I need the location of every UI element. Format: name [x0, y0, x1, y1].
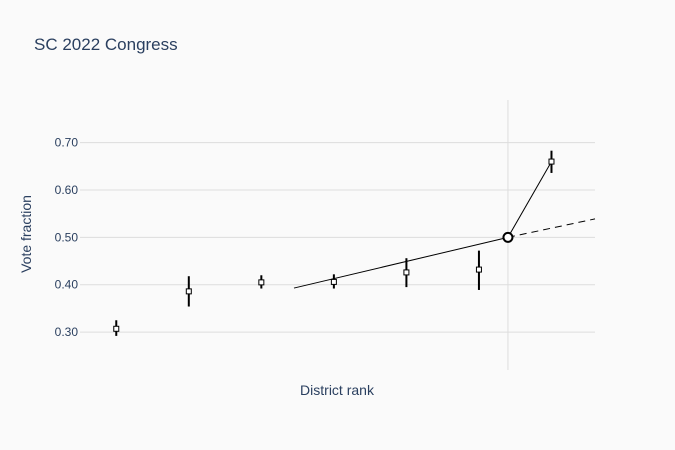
data-point: [403, 269, 410, 276]
y-tick-label: 0.70: [55, 136, 79, 150]
y-tick-label: 0.30: [55, 325, 79, 339]
breakpoint-marker: [502, 231, 514, 243]
series-layer: [113, 150, 596, 336]
seat-line-upper: [507, 161, 552, 238]
data-point: [113, 325, 120, 332]
y-tick-label: 0.60: [55, 183, 79, 197]
data-point: [185, 288, 192, 295]
seat-line: [293, 236, 509, 289]
data-point: [475, 266, 482, 273]
data-point: [330, 278, 337, 285]
grid-layer: [80, 100, 595, 370]
y-axis-title: Vote fraction: [18, 195, 34, 273]
y-tick-labels: 0.30 0.40 0.50 0.60 0.70: [55, 136, 79, 339]
x-axis-title: District rank: [300, 382, 375, 398]
dashed-line: [507, 218, 596, 238]
data-point: [548, 158, 555, 165]
y-tick-label: 0.40: [55, 278, 79, 292]
chart-title: SC 2022 Congress: [34, 35, 178, 54]
y-tick-label: 0.50: [55, 230, 79, 244]
data-point: [258, 279, 265, 286]
